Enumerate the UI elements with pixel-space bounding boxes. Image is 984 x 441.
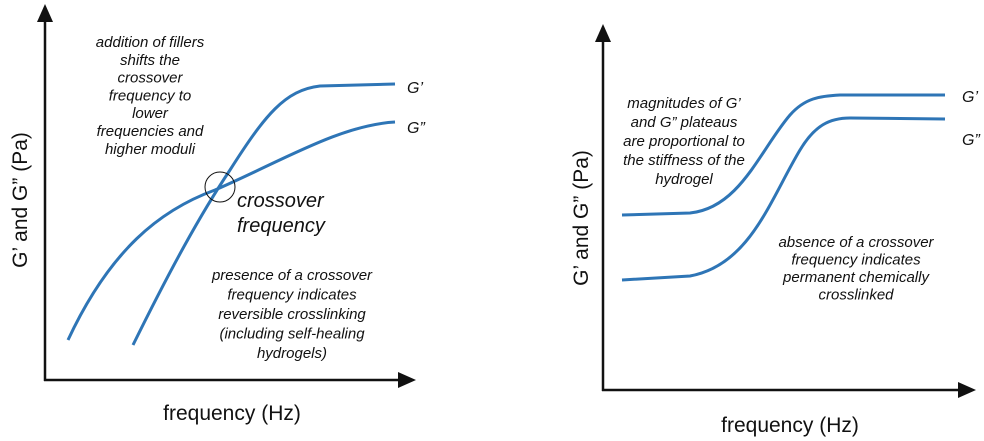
crossover-circle — [204, 171, 236, 203]
y-label: G’ and G” (Pa) — [9, 132, 32, 268]
annotation-line: shifts the — [120, 52, 180, 69]
annotation-line: frequency indicates — [791, 252, 921, 269]
annotation-line: the stiffness of the — [623, 152, 745, 169]
annotation-line: crossover — [237, 190, 325, 212]
arrow — [37, 4, 53, 22]
annotation-line: magnitudes of G’ — [627, 95, 741, 112]
curve-label: G” — [962, 132, 980, 149]
right-panel: G’ and G” (Pa) frequency (Hz) G’ G” magn… — [570, 24, 980, 437]
curve-label: G’ — [962, 89, 978, 106]
annotation-line: frequency indicates — [227, 287, 357, 304]
x-label: frequency (Hz) — [721, 414, 859, 437]
annotation-line: (including self-healing — [219, 326, 365, 343]
arrow — [595, 24, 611, 42]
annotation-line: hydrogels) — [257, 345, 327, 362]
annotation-line: and G” plateaus — [631, 114, 738, 131]
annotation-line: reversible crosslinking — [218, 306, 366, 323]
annotation-line: hydrogel — [655, 171, 713, 188]
annotation-line: higher moduli — [105, 141, 196, 158]
g-double-prime-curve — [66, 120, 396, 341]
left-panel: G’ and G” (Pa) frequency (Hz) G’ G” addi… — [9, 4, 425, 425]
x-label: frequency (Hz) — [163, 402, 301, 425]
annotation-line: addition of fillers — [96, 34, 205, 51]
annotation-line: crosslinked — [818, 287, 894, 304]
annotation-line: are proportional to — [623, 133, 745, 150]
arrow — [398, 372, 416, 388]
annotation-line: absence of a crossover — [778, 234, 934, 251]
y-label: G’ and G” (Pa) — [570, 150, 593, 286]
curve-label: G” — [407, 120, 425, 137]
annotation-line: crossover — [117, 70, 183, 87]
arrow — [958, 382, 976, 398]
g-double-prime-curve — [621, 116, 946, 282]
annotation-line: frequency — [237, 215, 326, 237]
g-prime-curve — [621, 93, 945, 217]
annotation-line: presence of a crossover — [211, 267, 373, 284]
g-prime-curve — [131, 82, 396, 346]
annotation-line: permanent chemically — [782, 269, 930, 286]
annotation-line: frequency to — [109, 87, 192, 104]
annotation-line: lower — [132, 105, 169, 122]
curve-label: G’ — [407, 80, 423, 97]
annotation-line: frequencies and — [97, 123, 204, 140]
